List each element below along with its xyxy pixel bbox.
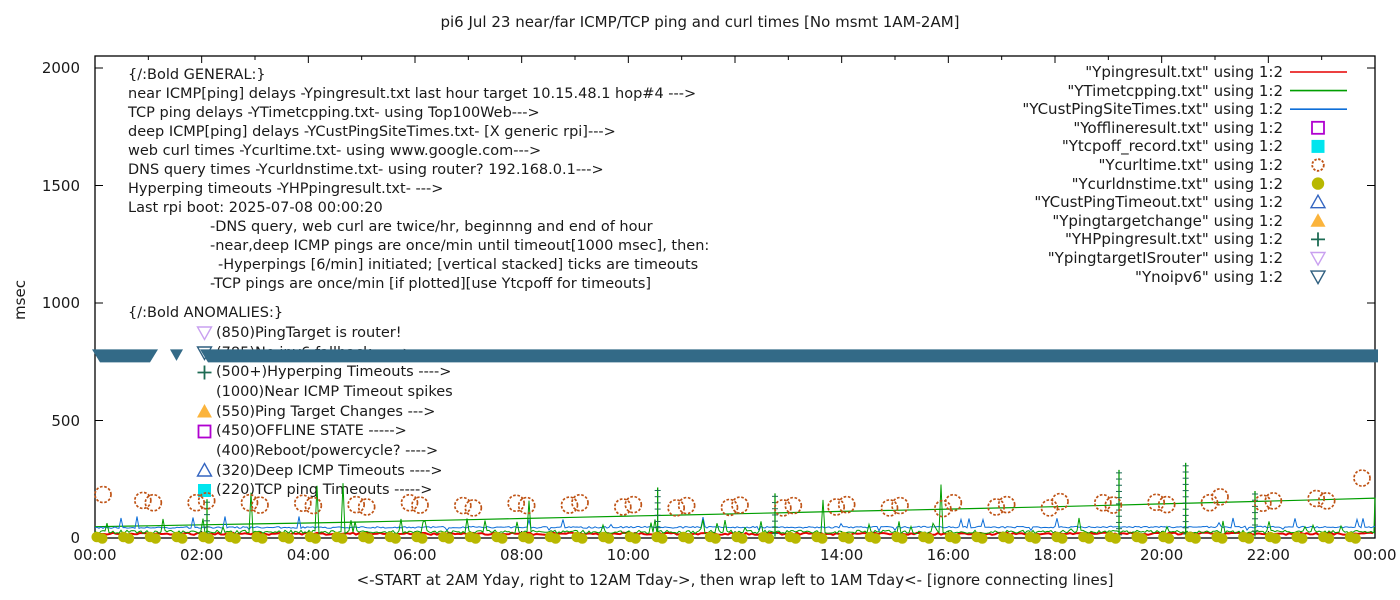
y-tick-label: 1000 — [41, 294, 80, 312]
x-tick-label: 22:00 — [1246, 546, 1290, 564]
anomalies-heading: {/:Bold ANOMALIES:} — [128, 305, 284, 321]
anomaly-row: (850)PingTarget is router! — [128, 323, 453, 343]
legend-item: "YpingtargetISrouter" using 1:2 — [1047, 249, 1283, 267]
chart-title: pi6 Jul 23 near/far ICMP/TCP ping and cu… — [440, 13, 960, 31]
anomaly-text: (1000)Near ICMP Timeout spikes — [216, 383, 453, 400]
anomaly-marker-spacer — [196, 442, 216, 459]
legend-item: "Ytcpoff_record.txt" using 1:2 — [1061, 137, 1283, 156]
general-line: web curl times -Ycurltime.txt- using www… — [128, 143, 542, 159]
legend-item: "YTimetcpping.txt" using 1:2 — [1067, 81, 1283, 100]
anomaly-text: (550)Ping Target Changes ---> — [216, 403, 436, 420]
x-tick-label: 02:00 — [180, 546, 224, 564]
x-axis-label: <-START at 2AM Yday, right to 12AM Tday-… — [356, 571, 1114, 589]
anomaly-text: (500+)Hyperping Timeouts ----> — [216, 364, 452, 381]
general-line: -near,deep ICMP pings are once/min until… — [210, 238, 710, 254]
general-annotation-block: {/:Bold GENERAL:} near ICMP[ping] delays… — [128, 66, 709, 294]
general-line: Hyperping timeouts -YHPpingresult.txt- -… — [128, 181, 444, 197]
legend-item: "Ycurldnstime.txt" using 1:2 — [1071, 174, 1283, 193]
x-tick-label: 20:00 — [1140, 546, 1184, 564]
x-tick-label: 00:00 — [1353, 546, 1397, 564]
general-line: deep ICMP[ping] delays -YCustPingSiteTim… — [128, 124, 616, 140]
anomaly-row: (320)Deep ICMP Timeouts ----> — [128, 461, 453, 481]
anomaly-text: (785)No ipv6 fallback -----> — [216, 344, 415, 361]
x-tick-label: 08:00 — [500, 546, 544, 564]
x-tick-label: 06:00 — [393, 546, 437, 564]
anomaly-row: (450)OFFLINE STATE -----> — [128, 421, 453, 441]
legend-item: "YCustPingSiteTimes.txt" using 1:2 — [1022, 100, 1283, 119]
anomaly-text: (220)TCP ping Timeouts -----> — [216, 482, 433, 499]
anomalies-annotation-block: {/:Bold ANOMALIES:} (850)PingTarget is r… — [128, 304, 453, 500]
x-tick-label: 18:00 — [1033, 546, 1077, 564]
anomaly-marker-spacer — [196, 383, 216, 400]
x-tick-label: 16:00 — [926, 546, 970, 564]
legend-item: "Ycurltime.txt" using 1:2 — [1098, 156, 1283, 174]
y-tick-label: 2000 — [41, 59, 80, 77]
general-line: DNS query times -Ycurldnstime.txt- using… — [128, 162, 604, 178]
anomaly-plus-icon — [196, 364, 216, 381]
y-tick-label: 500 — [51, 411, 80, 430]
anomaly-row: (1000)Near ICMP Timeout spikes — [128, 382, 453, 402]
anomaly-row: (400)Reboot/powercycle? ----> — [128, 441, 453, 461]
x-tick-label: 14:00 — [820, 546, 864, 564]
legend-item: "Ypingresult.txt" using 1:2 — [1085, 63, 1283, 81]
general-line: -DNS query, web curl are twice/hr, begin… — [210, 219, 653, 235]
x-tick-label: 00:00 — [73, 546, 117, 564]
general-line: near ICMP[ping] delays -Ypingresult.txt … — [128, 86, 697, 102]
x-tick-label: 10:00 — [606, 546, 650, 564]
legend-item: "YHPpingresult.txt" using 1:2 — [1064, 230, 1283, 249]
general-line: -TCP pings are once/min [if plotted][use… — [210, 276, 652, 292]
anomaly-row: (220)TCP ping Timeouts -----> — [128, 481, 453, 501]
anomaly-triangle-down-open-icon — [196, 324, 216, 342]
general-line: -Hyperpings [6/min] initiated; [vertical… — [218, 257, 699, 273]
general-heading: {/:Bold GENERAL:} — [128, 67, 266, 83]
legend-item: "Yofflineresult.txt" using 1:2 — [1073, 118, 1283, 137]
anomaly-row: (785)No ipv6 fallback -----> — [128, 343, 453, 363]
anomaly-square-open-icon — [196, 423, 216, 440]
anomaly-row: (550)Ping Target Changes ---> — [128, 402, 453, 422]
anomaly-row: (500+)Hyperping Timeouts ----> — [128, 362, 453, 382]
anomaly-triangle-down-open-icon — [196, 344, 216, 361]
anomaly-text: (320)Deep ICMP Timeouts ----> — [216, 462, 443, 479]
anomaly-text: (850)PingTarget is router! — [216, 324, 402, 341]
y-tick-label: 1500 — [41, 176, 80, 195]
anomaly-rows: (850)PingTarget is router! (785)No ipv6 f… — [128, 323, 453, 500]
x-tick-label: 12:00 — [713, 546, 757, 564]
anomaly-square-filled-icon — [196, 482, 216, 499]
anomaly-text: (400)Reboot/powercycle? ----> — [216, 442, 439, 459]
legend-item: "Ynoipv6" using 1:2 — [1135, 267, 1283, 286]
x-tick-label: 04:00 — [286, 546, 330, 564]
anomaly-text: (450)OFFLINE STATE -----> — [216, 423, 407, 440]
anomaly-triangle-up-filled-icon — [196, 403, 216, 420]
y-tick-label: 0 — [70, 529, 80, 547]
general-lines: near ICMP[ping] delays -Ypingresult.txt … — [128, 85, 709, 294]
legend-item: "YCustPingTimeout.txt" using 1:2 — [1034, 193, 1283, 212]
general-line: Last rpi boot: 2025-07-08 00:00:20 — [128, 200, 383, 216]
legend-item: "Ypingtargetchange" using 1:2 — [1052, 211, 1283, 230]
general-line: TCP ping delays -YTimetcpping.txt- using… — [128, 105, 540, 121]
anomaly-triangle-up-open-icon — [196, 462, 216, 479]
